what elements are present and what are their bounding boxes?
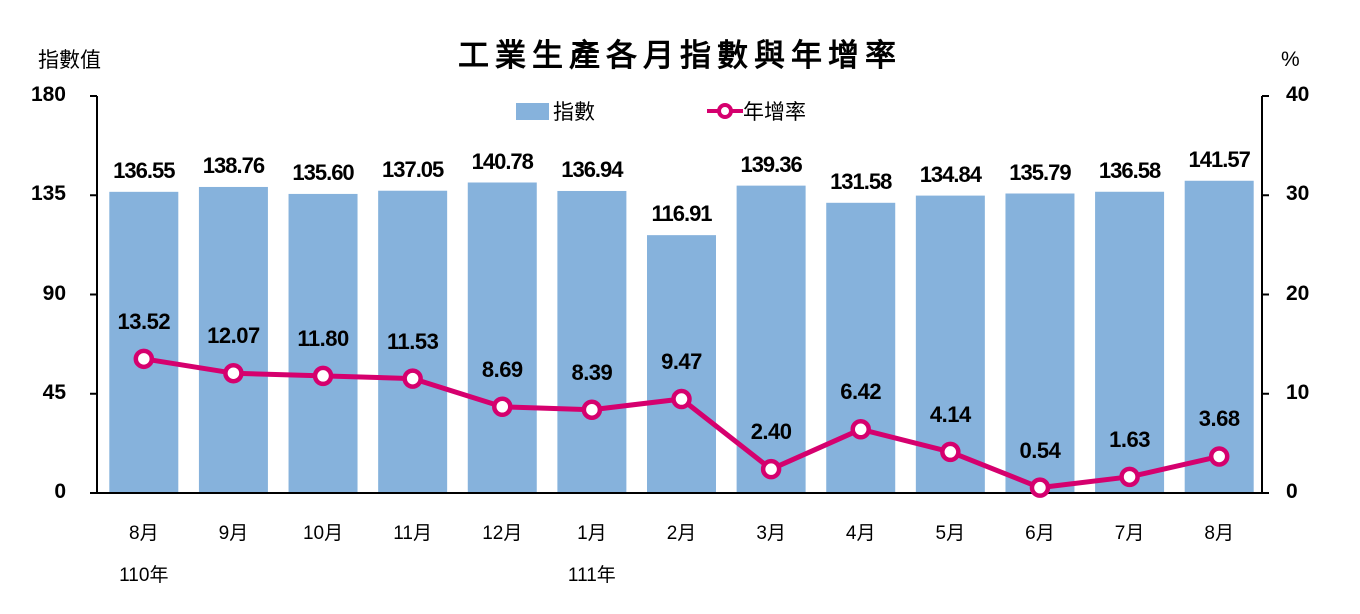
right-axis-tick-label: 0 [1286,480,1298,503]
bar-value-label: 136.58 [1098,157,1161,183]
x-axis-tick-label: 1月 [577,523,607,544]
bar [467,182,537,493]
bar-series-index [109,180,1254,494]
bar [647,235,716,493]
x-axis-tick-label: 11月 [393,523,433,544]
line-marker-icon [1029,477,1051,498]
bar-value-label: 135.79 [1009,159,1071,185]
right-axis-tick-label: 10 [1286,380,1310,404]
line-value-label: 4.14 [929,401,971,427]
line-marker-icon [671,388,692,410]
bar-value-label: 136.94 [561,156,623,182]
bar-value-label: 136.55 [113,157,175,183]
bar-value-label: 134.84 [919,161,982,187]
right-axis-tick-label: 30 [1286,182,1310,206]
legend-item-growth-rate: 年增率 [707,96,806,126]
line-value-label: 11.80 [297,325,349,351]
right-axis-tick-label: 40 [1286,83,1310,106]
line-value-label: 8.69 [481,356,523,382]
bar-swatch-icon [516,102,549,120]
x-axis-tick-label: 3月 [756,523,786,544]
bar [198,186,268,494]
line-value-label: 0.54 [1019,437,1061,463]
line-marker-icon [850,419,871,440]
bar [109,191,179,493]
bar [1005,193,1075,493]
x-axis-tick-label: 6月 [1025,523,1055,544]
axes [90,95,1269,494]
x-axis-year-label: 111年 [567,565,616,586]
bar [288,193,358,493]
line-value-label: 3.68 [1198,406,1240,432]
x-axis-tick-label: 2月 [666,523,697,544]
left-axis-tick-label: 135 [30,182,66,206]
x-axis-tick-label: 12月 [482,523,523,544]
x-axis-tick-label: 5月 [935,523,966,544]
line-marker-icon [133,348,155,370]
line-marker-icon [492,396,513,418]
line-marker-icon [940,441,961,463]
bar-value-label: 131.58 [830,168,892,194]
line-series-growth-rate [133,348,1230,498]
left-axis-tick-label: 90 [42,281,66,305]
left-axis-tick-label: 180 [30,83,66,106]
legend-label-growth-rate: 年增率 [743,101,806,124]
bar-value-label: 137.05 [381,156,444,182]
bar [378,190,448,493]
bar [1184,180,1254,493]
x-axis-year-label: 110年 [119,565,169,586]
x-axis-tick-label: 7月 [1114,523,1145,544]
line-marker-icon [223,362,244,384]
bar [826,202,896,493]
line-marker-icon [1208,446,1230,467]
x-axis-tick-label: 8月 [129,523,159,544]
bar-value-label: 138.76 [202,152,265,178]
line-marker-icon [402,368,423,389]
bar-value-label: 139.36 [740,151,802,177]
bar-value-label: 116.91 [651,201,712,227]
line-value-label: 13.52 [117,308,171,334]
line-marker-icon [760,458,782,480]
right-axis-title: % [1281,48,1300,71]
line-marker-icon [312,365,334,387]
legend-item-index: 指數 [516,96,595,126]
x-axis-tick-label: 8月 [1204,523,1234,544]
legend-label-index: 指數 [553,101,595,124]
line-marker-icon [581,399,603,420]
line-value-label: 12.07 [207,323,260,349]
line-value-label: 8.39 [571,359,613,385]
line-marker-icon [1119,466,1140,488]
left-axis-title: 指數值 [38,49,101,72]
left-axis-tick-label: 45 [42,380,66,404]
right-axis-tick-label: 20 [1286,281,1310,305]
line-marker-swatch-icon [707,103,743,119]
line-value-label: 9.47 [661,349,702,374]
left-axis-tick-label: 0 [54,480,66,503]
x-axis-tick-label: 10月 [302,523,344,544]
bar [736,185,806,493]
chart-title: 工業生產各月指數與年增率 [458,38,902,74]
bar-value-label: 141.57 [1188,146,1251,172]
line-value-label: 6.42 [840,379,882,405]
x-axis-tick-label: 4月 [845,523,876,544]
line-value-label: 11.53 [386,328,439,354]
bar-value-label: 135.60 [292,159,354,185]
bar [1095,191,1165,493]
line-value-label: 2.40 [750,419,792,445]
x-axis-tick-label: 9月 [218,523,249,544]
line-value-label: 1.63 [1109,426,1150,452]
bar-value-label: 140.78 [471,148,534,174]
bar [557,190,627,493]
